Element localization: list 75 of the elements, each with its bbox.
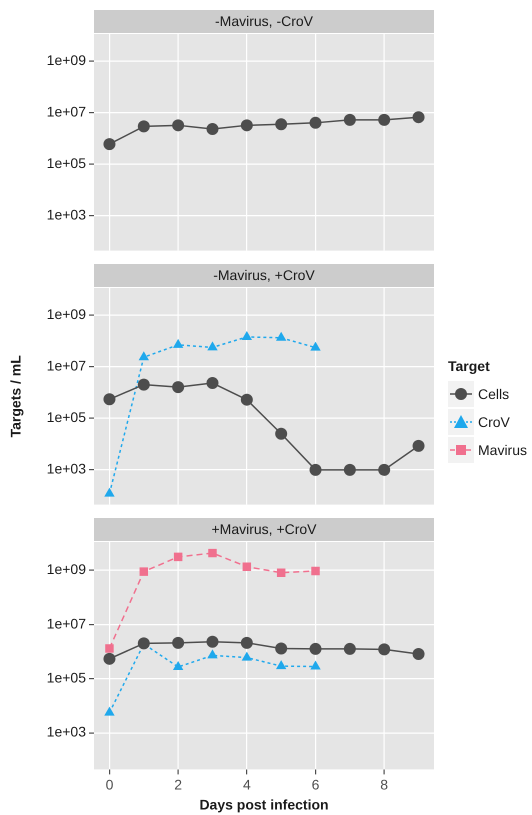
x-tick-label: 4: [242, 776, 251, 793]
point: [344, 464, 356, 476]
point: [240, 119, 253, 132]
y-tick-label: 1e+07: [46, 357, 86, 374]
point: [138, 637, 150, 650]
point: [378, 464, 390, 476]
point: [378, 114, 390, 126]
point: [172, 636, 184, 649]
point: [412, 440, 425, 452]
point: [206, 377, 218, 390]
point: [276, 568, 286, 577]
x-tick-label: 0: [106, 776, 114, 793]
y-tick-label: 1e+05: [46, 409, 86, 426]
point: [311, 566, 320, 576]
point: [206, 123, 218, 136]
x-tick-label: 6: [312, 776, 320, 793]
y-tick-label: 1e+09: [46, 561, 86, 578]
point: [310, 116, 322, 129]
x-axis-title: Days post infection: [199, 796, 329, 812]
point: [378, 643, 390, 656]
x-tick-label: 2: [174, 776, 182, 793]
y-tick-label: 1e+03: [46, 460, 86, 477]
point: [103, 138, 116, 150]
y-axis-title: Targets / mL: [7, 354, 24, 438]
point: [172, 660, 184, 670]
legend-label: CroV: [478, 414, 510, 430]
chart-title: +Mavirus, +CroV: [211, 520, 318, 537]
point: [207, 341, 218, 350]
point: [207, 649, 218, 658]
point: [240, 636, 253, 649]
point: [105, 644, 114, 653]
y-tick-label: 1e+07: [46, 615, 86, 632]
legend-label: Mavirus: [478, 442, 528, 458]
point: [172, 338, 184, 348]
y-tick-label: 1e+03: [46, 206, 86, 223]
point: [140, 567, 148, 576]
y-tick-label: 1e+03: [46, 724, 86, 740]
point: [310, 642, 322, 655]
point: [242, 652, 252, 661]
point: [206, 636, 218, 648]
point: [242, 562, 252, 571]
chart-title: -Mavirus, +CroV: [213, 266, 316, 283]
point: [412, 111, 425, 124]
point: [138, 378, 150, 391]
point: [275, 118, 288, 130]
point: [276, 660, 286, 670]
y-tick-label: 1e+09: [46, 52, 86, 68]
point: [344, 114, 356, 126]
point: [344, 642, 356, 655]
point: [174, 552, 182, 562]
legend-title: Target: [448, 358, 491, 374]
point: [275, 428, 288, 440]
point: [138, 120, 150, 132]
point: [172, 119, 184, 132]
point: [276, 332, 286, 341]
point: [310, 464, 322, 476]
point: [240, 394, 253, 406]
point: [275, 642, 288, 654]
point: [412, 648, 425, 660]
point: [208, 548, 217, 558]
y-tick-label: 1e+07: [46, 103, 86, 120]
point: [138, 351, 149, 360]
y-tick-label: 1e+05: [46, 155, 86, 172]
y-tick-label: 1e+05: [46, 670, 86, 686]
chart-title: -Mavirus, -CroV: [214, 12, 314, 29]
y-tick-label: 1e+09: [46, 306, 86, 322]
point: [242, 330, 252, 340]
legend-label: Cells: [478, 386, 510, 402]
point: [103, 393, 116, 406]
point: [310, 660, 321, 670]
point: [310, 342, 321, 351]
x-tick-label: 8: [380, 776, 388, 793]
point: [103, 652, 116, 665]
point: [172, 381, 184, 394]
point: [104, 706, 115, 716]
